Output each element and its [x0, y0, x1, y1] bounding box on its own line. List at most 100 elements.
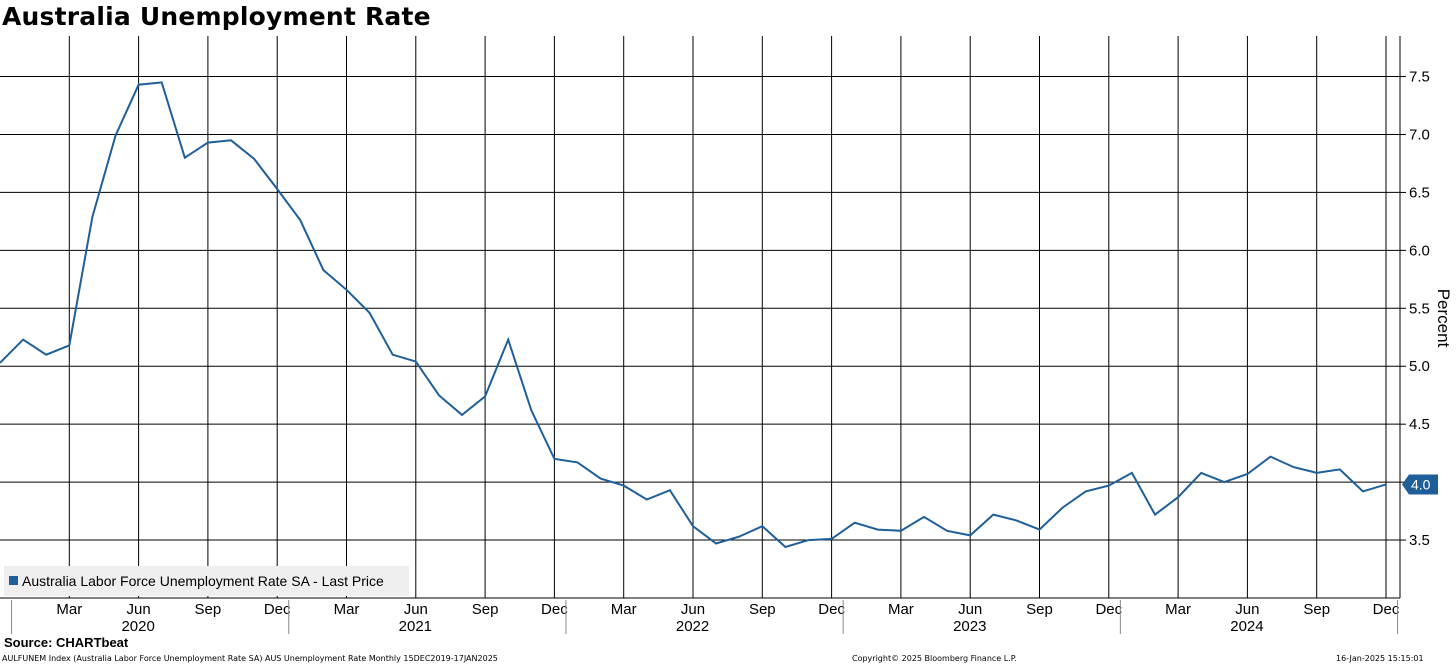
x-tick-label: Sep [1303, 601, 1330, 618]
chart-title: Australia Unemployment Rate [2, 2, 431, 31]
data-point [1154, 513, 1157, 516]
x-tick-label: Sep [472, 601, 499, 618]
x-tick-label: Jun [1235, 601, 1259, 618]
data-point [1246, 473, 1249, 476]
data-point [1223, 481, 1226, 484]
data-point [1292, 466, 1295, 469]
data-point [137, 83, 140, 86]
x-year-label: 2023 [953, 618, 986, 635]
data-point [253, 157, 256, 160]
data-point [22, 338, 25, 341]
y-tick-label: 5.5 [1409, 300, 1430, 317]
data-point [715, 542, 718, 545]
x-tick-label: Jun [958, 601, 982, 618]
data-point [599, 477, 602, 480]
footer-index-info: AULFUNEM Index (Australia Labor Force Un… [2, 654, 498, 663]
vertical-gridlines [68, 36, 1387, 598]
data-point [1338, 468, 1341, 471]
data-point [1385, 483, 1388, 486]
y-tick-label: 7.0 [1409, 126, 1430, 143]
data-point [461, 413, 464, 416]
data-point [1061, 506, 1064, 509]
data-point [206, 141, 209, 144]
x-year-label: 2020 [121, 618, 154, 635]
data-point [437, 394, 440, 397]
data-point [484, 395, 487, 398]
legend-label: Australia Labor Force Unemployment Rate … [22, 573, 384, 589]
data-point [1038, 528, 1041, 531]
y-tick-label: 7.5 [1409, 69, 1430, 86]
data-point [645, 498, 648, 501]
data-point [946, 529, 949, 532]
legend-swatch [9, 576, 18, 585]
data-point [299, 219, 302, 222]
x-tick-label: Mar [611, 601, 637, 618]
x-year-label: 2022 [676, 618, 709, 635]
x-tick-label: Mar [888, 601, 914, 618]
horizontal-gridlines [0, 76, 1406, 541]
footer-copyright: Copyright© 2025 Bloomberg Finance L.P. [852, 654, 1017, 663]
data-point [68, 344, 71, 347]
data-point [414, 360, 417, 363]
data-point [530, 409, 533, 412]
last-value-badge-text: 4.0 [1411, 476, 1431, 492]
data-point [160, 81, 163, 84]
data-point [391, 353, 394, 356]
data-point [807, 539, 810, 542]
x-tick-label: Mar [334, 601, 360, 618]
data-point [276, 187, 279, 190]
data-point [853, 521, 856, 524]
data-point [830, 537, 833, 540]
x-tick-label: Mar [56, 601, 82, 618]
data-point [738, 535, 741, 538]
data-point [784, 546, 787, 549]
x-tick-label: Dec [1373, 601, 1400, 618]
data-point [114, 134, 117, 137]
data-point [876, 528, 879, 531]
x-tick-label: Jun [127, 601, 151, 618]
legend: Australia Labor Force Unemployment Rate … [4, 566, 409, 596]
data-point [576, 461, 579, 464]
x-tick-label: Dec [818, 601, 845, 618]
x-tick-label: Sep [195, 601, 222, 618]
x-tick-label: Sep [1026, 601, 1053, 618]
axes [0, 36, 1401, 599]
y-tick-label: 3.5 [1409, 532, 1430, 549]
data-point [1084, 490, 1087, 493]
data-point [230, 139, 233, 142]
data-point [322, 269, 325, 272]
data-point [668, 489, 671, 492]
last-value-badge: 4.0 [1402, 474, 1438, 495]
last-value-badge-shape [1402, 474, 1438, 495]
x-tick-label: Dec [1095, 601, 1122, 618]
data-point [969, 534, 972, 537]
y-tick-label: 6.5 [1409, 184, 1430, 201]
data-point [345, 288, 348, 291]
data-point [45, 353, 48, 356]
data-point [992, 513, 995, 516]
data-point [1177, 496, 1180, 499]
x-tick-label: Sep [749, 601, 776, 618]
footer-timestamp: 16-Jan-2025 15:15:01 [1336, 654, 1424, 663]
data-point [553, 457, 556, 460]
x-tick-label: Jun [404, 601, 428, 618]
x-year-label: 2021 [399, 618, 432, 635]
x-tick-label: Jun [681, 601, 705, 618]
data-point [91, 215, 94, 218]
x-year-label: 2024 [1230, 618, 1263, 635]
data-point [1361, 490, 1364, 493]
x-year-labels: 2020 2021 2022 2023 2024 [11, 600, 1399, 635]
source-note: Source: CHARTbeat [4, 635, 129, 650]
x-tick-label: Dec [541, 601, 568, 618]
y-tick-label: 5.0 [1409, 358, 1430, 375]
y-tick-label: 6.0 [1409, 242, 1430, 259]
data-point [1315, 471, 1318, 474]
series-line [0, 81, 1387, 549]
data-point [183, 156, 186, 159]
x-tick-label: Dec [264, 601, 291, 618]
data-point [1015, 519, 1018, 522]
data-point [1200, 471, 1203, 474]
legend-box [4, 566, 409, 596]
data-point [923, 515, 926, 518]
